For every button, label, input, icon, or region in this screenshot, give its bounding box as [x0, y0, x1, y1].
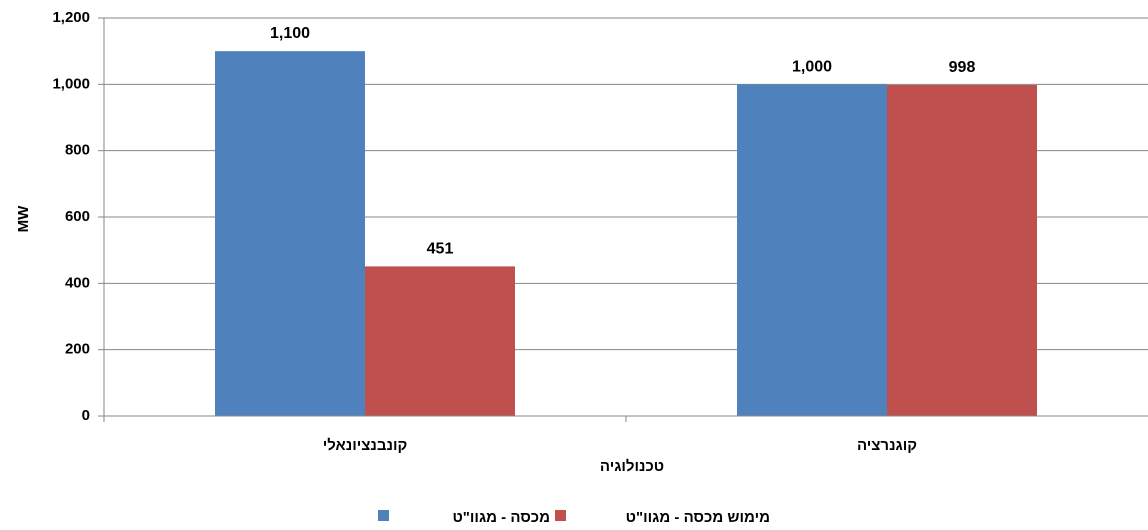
- data-label: 451: [427, 240, 454, 257]
- legend-label: מימוש מכסה - מגוו"ט: [626, 509, 770, 526]
- y-tick-label: 400: [65, 274, 90, 291]
- data-label: 1,000: [792, 58, 832, 75]
- y-tick-label: 600: [65, 208, 90, 225]
- y-tick-label: 1,200: [52, 9, 90, 26]
- y-tick-label: 800: [65, 142, 90, 159]
- legend-label: מכסה - מגוו"ט: [452, 509, 550, 526]
- x-tick-label: קונבנציונאלי: [323, 437, 408, 454]
- bar: [215, 51, 365, 417]
- data-label: 1,100: [270, 25, 310, 42]
- data-label: 998: [949, 59, 976, 76]
- x-axis: קונבנציונאלי קוגנרציה: [103, 415, 1148, 454]
- legend: מכסה - מגוו"ט מימוש מכסה - מגוו"ט: [378, 509, 770, 526]
- y-axis: 0 200 400 600 800 1,000 1,200: [52, 9, 105, 424]
- x-tick-label: קוגנרציה: [857, 437, 917, 454]
- bar: [887, 84, 1037, 416]
- legend-swatch: [378, 510, 389, 521]
- y-tick-label: 1,000: [52, 75, 90, 92]
- bar: [365, 266, 515, 416]
- bars: [215, 51, 1037, 417]
- legend-swatch: [555, 510, 566, 521]
- bar: [737, 84, 887, 416]
- y-tick-label: 0: [82, 407, 90, 424]
- x-axis-title: טכנולוגיה: [600, 458, 664, 475]
- y-tick-label: 200: [65, 341, 90, 358]
- data-labels: 1,100 451 1,000 998: [270, 25, 975, 257]
- y-axis-title: MW: [15, 205, 32, 232]
